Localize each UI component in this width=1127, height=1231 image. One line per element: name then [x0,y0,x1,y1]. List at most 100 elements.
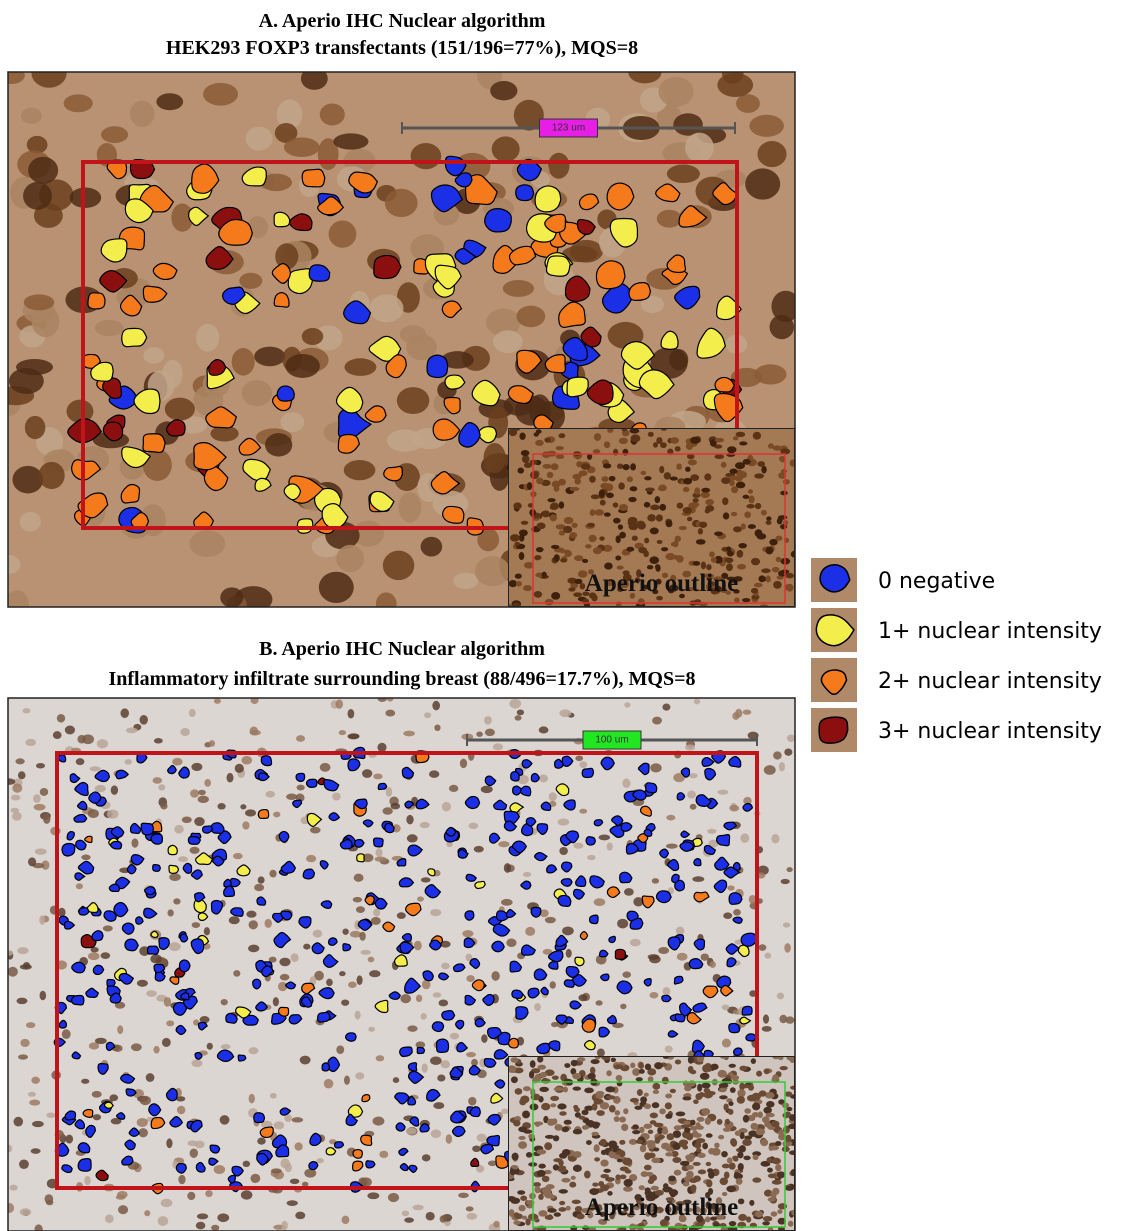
nucleus [70,187,102,207]
nucleus [756,1071,762,1077]
nucleus [599,835,611,841]
nucleus [630,939,641,947]
nucleus [373,1117,385,1126]
nucleus [731,1139,737,1147]
nucleus [608,1140,617,1148]
nucleus [385,710,395,717]
nucleus [359,932,365,941]
classified-nucleus [378,783,386,789]
nucleus [5,950,13,955]
nucleus [657,540,663,544]
nucleus [725,1119,730,1125]
classified-nucleus [260,1127,273,1137]
nucleus [686,1133,693,1141]
nucleus [522,1216,528,1220]
nucleus [683,487,690,492]
nucleus [728,1109,734,1115]
nucleus [274,1121,285,1129]
nucleus [701,561,706,569]
nucleus [630,1063,635,1069]
classified-nucleus [680,842,694,851]
nucleus [587,523,595,527]
nucleus [355,1011,361,1020]
nucleus [666,815,675,821]
nucleus [368,957,375,963]
nucleus [173,898,180,904]
nucleus [5,1203,14,1213]
nucleus [739,441,747,445]
nucleus [97,739,108,748]
nucleus [117,1025,123,1034]
nucleus [441,963,449,970]
nucleus [203,83,238,106]
nucleus [736,482,746,489]
nucleus [420,1013,426,1020]
nucleus [727,885,734,890]
classified-nucleus [254,1113,265,1123]
nucleus [530,471,539,479]
nucleus [191,763,202,771]
nucleus [547,1119,555,1126]
scale-label: 123 um [552,123,585,134]
nucleus [685,133,714,163]
nucleus [594,898,606,906]
nucleus [424,712,431,718]
nucleus [285,354,320,378]
nucleus [596,1110,604,1116]
nucleus [665,1093,672,1098]
nucleus [246,127,273,151]
nucleus [649,556,659,564]
nucleus [790,1169,797,1176]
nucleus [501,1108,508,1114]
nucleus [593,449,601,453]
nucleus [386,787,393,797]
nucleus [599,536,605,540]
nucleus [755,503,761,509]
nucleus [39,915,45,924]
nucleus [558,1168,567,1173]
classified-nucleus [309,1162,318,1170]
nucleus [430,909,441,916]
classified-nucleus [734,1048,743,1055]
classified-nucleus [561,879,572,887]
nucleus [537,523,546,530]
nucleus [653,1090,659,1094]
nucleus [622,971,631,978]
nucleus [659,1108,666,1114]
nucleus [650,527,659,534]
nucleus [32,306,60,338]
nucleus [715,438,724,443]
nucleus [665,1152,673,1156]
nucleus [313,930,323,938]
nucleus [693,1099,699,1104]
nucleus [407,1025,417,1032]
nucleus [195,1141,205,1149]
nucleus [453,573,478,589]
nucleus [609,1105,616,1113]
nucleus [209,740,215,747]
panel-title: A. Aperio IHC Nuclear algorithm [259,10,546,32]
nucleus [514,1212,519,1218]
nucleus [88,809,99,818]
nucleus [743,459,751,465]
nucleus [347,733,359,739]
nucleus [146,990,157,997]
nucleus [561,1178,570,1183]
nucleus [629,428,639,433]
nucleus [513,1220,520,1225]
nucleus [326,979,333,987]
nucleus [557,1103,566,1109]
nucleus [717,790,728,795]
nucleus [534,555,541,560]
nucleus [539,774,548,782]
nucleus [545,599,554,606]
nucleus [571,1176,576,1180]
classified-nucleus [296,773,305,781]
nucleus [407,834,418,842]
nucleus [476,731,483,736]
nucleus [76,758,85,765]
classified-nucleus [357,854,364,862]
nucleus [143,347,164,363]
nucleus [701,1083,710,1089]
classified-nucleus [446,828,455,837]
